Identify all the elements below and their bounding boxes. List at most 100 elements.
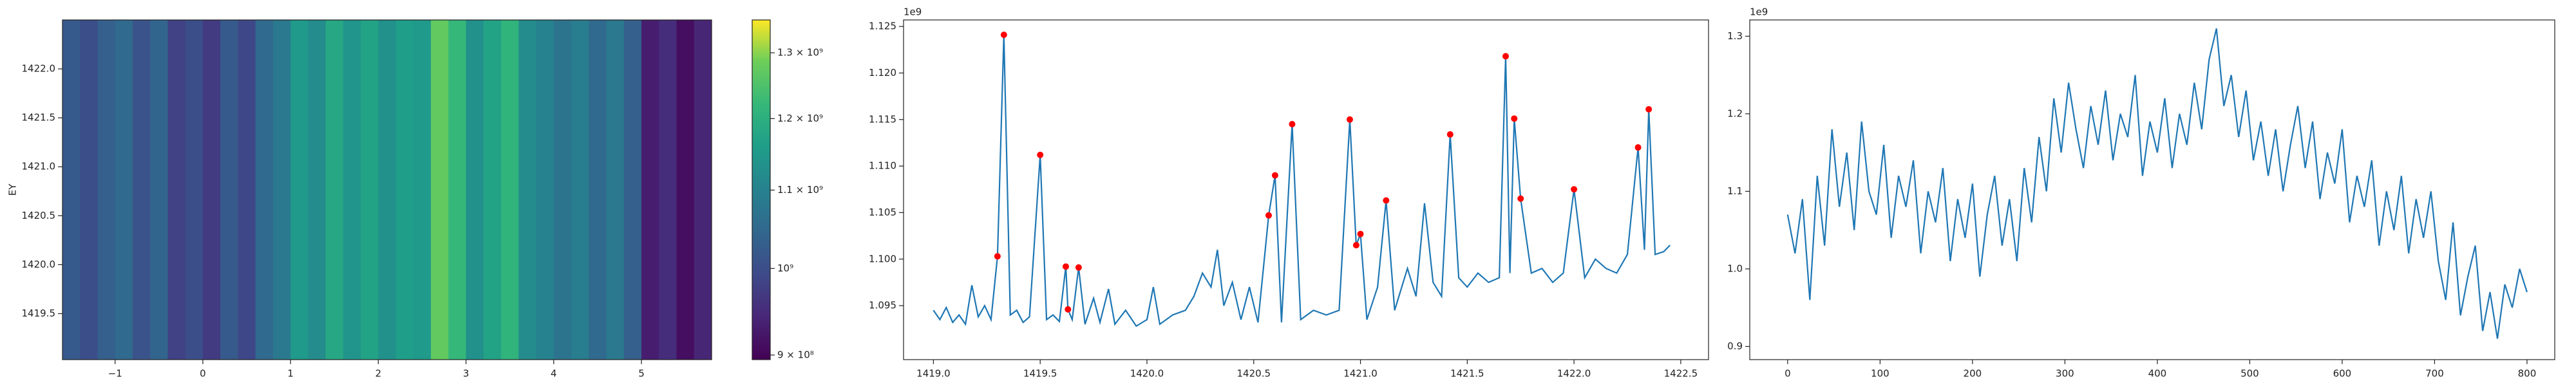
peak-marker bbox=[1446, 131, 1454, 138]
peak-marker bbox=[1571, 186, 1578, 193]
peak-marker bbox=[1265, 212, 1272, 219]
heatmap-cell bbox=[606, 20, 625, 360]
heatmap-cell bbox=[466, 20, 484, 360]
x-tick-label: 700 bbox=[2425, 368, 2444, 380]
axes-frame bbox=[62, 19, 712, 360]
x-tick-label: 100 bbox=[1871, 368, 1889, 380]
y-tick-label: 1421.0 bbox=[22, 161, 56, 172]
heatmap-cell bbox=[150, 20, 168, 360]
x-tick-label: 1419.5 bbox=[1023, 368, 1057, 380]
x-tick-label: −1 bbox=[108, 368, 122, 380]
y-tick-label: 1.125 bbox=[869, 21, 896, 32]
x-tick-label: 1420.5 bbox=[1237, 368, 1271, 380]
peak-marker bbox=[1383, 197, 1390, 204]
heatmap-cell bbox=[132, 20, 151, 360]
x-tick-label: 1422.5 bbox=[1664, 368, 1698, 380]
x-tick-label: 800 bbox=[2518, 368, 2537, 380]
x-tick-label: 300 bbox=[2056, 368, 2074, 380]
x-tick-label: 1422.0 bbox=[1557, 368, 1591, 380]
peak-marker bbox=[1037, 151, 1044, 158]
peak-marker bbox=[1000, 32, 1007, 39]
heatmap-cell bbox=[571, 20, 589, 360]
heatmap-cell bbox=[290, 20, 308, 360]
peak-marker bbox=[1634, 144, 1642, 151]
peak-marker bbox=[1352, 242, 1359, 249]
y-tick-label: 1.095 bbox=[869, 300, 896, 311]
y-offset-label: 1e9 bbox=[904, 6, 922, 18]
y-tick-label: 1419.5 bbox=[22, 308, 56, 319]
axes-frame bbox=[903, 19, 1709, 360]
y-tick-label: 1420.0 bbox=[22, 259, 56, 270]
x-tick-label: 1419.0 bbox=[916, 368, 951, 380]
heatmap-cell bbox=[255, 20, 274, 360]
y-tick-label: 1.100 bbox=[869, 253, 896, 264]
heatmap-cell bbox=[413, 20, 431, 360]
y-tick-label: 1.1 bbox=[1727, 185, 1743, 197]
x-tick-label: 5 bbox=[638, 368, 645, 380]
colorbar-tick-label: 1.3 × 10⁹ bbox=[777, 47, 823, 59]
x-tick-label: 4 bbox=[551, 368, 557, 380]
heatmap-cell bbox=[167, 20, 186, 360]
x-tick-label: 1 bbox=[287, 368, 294, 380]
x-tick-label: 500 bbox=[2240, 368, 2259, 380]
x-tick-label: 400 bbox=[2148, 368, 2167, 380]
colorbar bbox=[752, 19, 771, 360]
heatmap-cell bbox=[378, 20, 397, 360]
heatmap-cell bbox=[325, 20, 344, 360]
y-offset-label: 1e9 bbox=[1750, 6, 1768, 18]
heatmap-cell bbox=[483, 20, 502, 360]
heatmap-cell bbox=[97, 20, 116, 360]
y-tick-label: 1420.5 bbox=[22, 210, 56, 221]
heatmap-cell bbox=[361, 20, 379, 360]
heatmap-cell bbox=[448, 20, 467, 360]
heatmap-cell bbox=[115, 20, 133, 360]
x-tick-label: 0 bbox=[200, 368, 206, 380]
heatmap-cell bbox=[553, 20, 572, 360]
heatmap-cell bbox=[431, 20, 449, 360]
heatmap-cell bbox=[202, 20, 221, 360]
peak-marker bbox=[1065, 306, 1072, 313]
y-tick-label: 1.105 bbox=[869, 207, 896, 218]
colorbar-tick-label: 1.2 × 10⁹ bbox=[777, 113, 823, 124]
heatmap-cell bbox=[343, 20, 361, 360]
heatmap-cell bbox=[501, 20, 519, 360]
y-tick-label: 1.110 bbox=[869, 160, 896, 172]
line-series bbox=[1786, 28, 2528, 339]
heatmap-cell bbox=[185, 20, 204, 360]
x-tick-label: 600 bbox=[2333, 368, 2352, 380]
heatmap-cell bbox=[536, 20, 554, 360]
heatmap-cell bbox=[80, 20, 98, 360]
x-tick-label: 200 bbox=[1964, 368, 1982, 380]
x-tick-label: 1421.0 bbox=[1343, 368, 1378, 380]
heatmap-cell bbox=[694, 20, 712, 360]
heatmap-cell bbox=[641, 20, 659, 360]
heatmap-cell bbox=[220, 20, 238, 360]
heatmap-cell bbox=[589, 20, 607, 360]
x-tick-label: 1420.0 bbox=[1130, 368, 1164, 380]
heatmap-cell bbox=[659, 20, 677, 360]
peak-marker bbox=[1271, 172, 1278, 179]
x-tick-label: 0 bbox=[1785, 368, 1791, 380]
heatmap-cell bbox=[518, 20, 537, 360]
peak-marker bbox=[1502, 53, 1510, 60]
y-tick-label: 1.2 bbox=[1727, 107, 1743, 119]
x-tick-label: 2 bbox=[375, 368, 382, 380]
heatmap-cell bbox=[308, 20, 327, 360]
peak-marker bbox=[994, 253, 1001, 260]
x-tick-label: 3 bbox=[463, 368, 469, 380]
heatmap-cell bbox=[62, 20, 80, 360]
peak-marker bbox=[1346, 116, 1353, 123]
peak-marker bbox=[1289, 121, 1296, 128]
peak-marker bbox=[1062, 263, 1069, 270]
heatmap-cell bbox=[238, 20, 256, 360]
y-axis-label: EY bbox=[7, 183, 19, 196]
y-tick-label: 1.115 bbox=[869, 113, 896, 125]
y-tick-label: 1422.0 bbox=[22, 63, 56, 75]
colorbar-tick-label: 1.1 × 10⁹ bbox=[777, 184, 823, 196]
y-tick-label: 1.0 bbox=[1727, 262, 1743, 274]
peak-marker bbox=[1075, 264, 1082, 271]
y-tick-label: 1.3 bbox=[1727, 30, 1743, 42]
y-tick-label: 1421.5 bbox=[22, 112, 56, 124]
